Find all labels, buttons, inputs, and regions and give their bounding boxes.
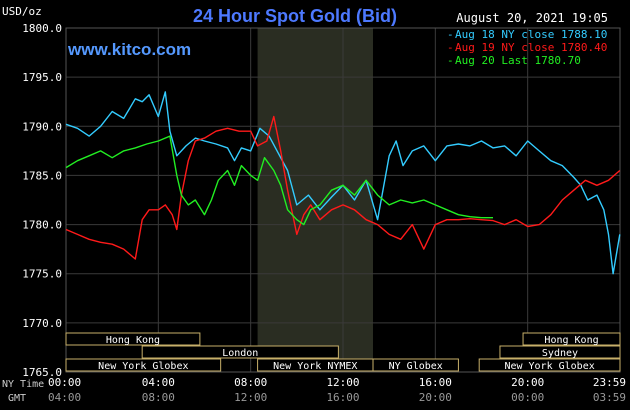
series-line-0 [65,91,621,275]
shaded-band [257,28,374,372]
grid-lines [65,27,621,373]
session-label: Hong Kong [544,335,598,346]
plot-border [65,27,621,373]
legend-marker: - [447,41,454,54]
y-tick-label: 1775.0 [22,268,62,281]
session-bar [478,358,621,372]
price-series [65,91,621,275]
x-tick-label-ny: 04:00 [142,376,175,389]
series-line-2 [65,135,493,226]
x-tick-label-ny: 12:00 [326,376,359,389]
x-tick-label-ny: 00:00 [48,376,81,389]
y-tick-label: 1790.0 [22,120,62,133]
session-label: New York Globex [98,361,188,372]
session-bar [65,358,222,372]
y-tick-label: 1800.0 [22,22,62,35]
session-bar [372,358,459,372]
session-label: London [222,348,258,359]
legend-marker: - [447,28,454,41]
site-link[interactable]: www.kitco.com [67,40,191,59]
x-tick-label-gmt: 16:00 [326,391,359,404]
x-tick-label-gmt: 20:00 [419,391,452,404]
y-axis-ticks: 1765.0 1770.0 1775.0 1780.0 1785.0 1790.0 1795… [22,22,62,379]
legend-entry: Aug 20 Last 1780.70 [455,54,581,67]
market-sessions: Hong Kong London New York Globex New York N… [65,332,621,372]
gmt-row-label: GMT [8,393,26,404]
chart-title: 24 Hour Spot Gold (Bid) [193,6,397,26]
y-tick-label: 1795.0 [22,71,62,84]
session-label: New York NYMEX [273,361,357,372]
x-tick-label-gmt: 03:59 [593,391,626,404]
x-tick-label-gmt: 00:00 [511,391,544,404]
session-label: Sydney [542,348,578,359]
y-tick-label: 1770.0 [22,317,62,330]
session-label: Hong Kong [106,335,160,346]
y-tick-label: 1785.0 [22,169,62,182]
x-tick-label-gmt: 04:00 [48,391,81,404]
legend-entry: Aug 19 NY close 1780.40 [455,41,607,54]
legend-entry: Aug 18 NY close 1788.10 [455,28,607,41]
session-bar [141,345,339,359]
x-tick-label-ny: 16:00 [419,376,452,389]
session-bar [65,332,201,346]
legend: - Aug 18 NY close 1788.10- Aug 19 NY close… [447,28,607,67]
x-axis-ticks: 00:00 04:00 04:00 08:00 08:00 12:00 12:00 16:00… [48,376,626,404]
chart-timestamp: August 20, 2021 19:05 [456,11,608,25]
ny-time-row-label: NY Time [2,379,44,390]
y-tick-label: 1765.0 [22,366,62,379]
nymex-shaded-region [257,28,374,372]
series-line-1 [65,115,621,260]
x-tick-label-ny: 08:00 [234,376,267,389]
session-bar [522,332,621,346]
session-bar [499,345,621,359]
session-label: NY Globex [389,361,443,372]
x-tick-label-gmt: 08:00 [142,391,175,404]
y-axis-label: USD/oz [2,5,42,18]
session-label: New York Globex [504,361,594,372]
x-tick-label-ny: 23:59 [593,376,626,389]
x-tick-label-gmt: 12:00 [234,391,267,404]
y-tick-label: 1780.0 [22,219,62,232]
x-tick-label-ny: 20:00 [511,376,544,389]
legend-marker: - [447,54,454,67]
